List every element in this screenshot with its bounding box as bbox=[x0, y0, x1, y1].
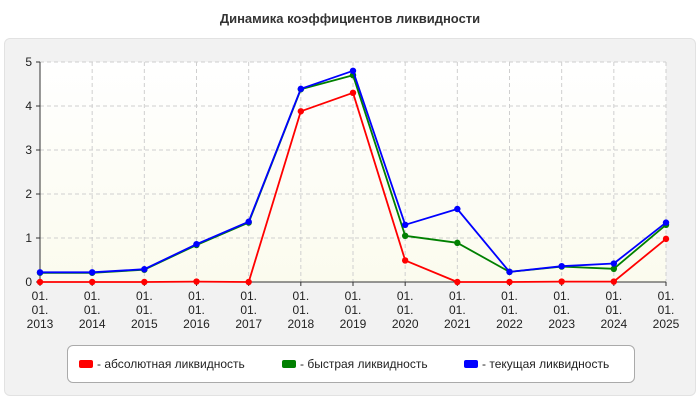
x-tick-label: 01. 01. 2024 bbox=[600, 289, 627, 331]
tick-labels: 0 1 2 3 4 5 01. 01. 2013 01. 01. 2014 01. 01. 2015 01. 0… bbox=[25, 55, 679, 331]
data-point-2 bbox=[297, 85, 305, 93]
data-point-0 bbox=[141, 278, 148, 286]
data-point-0 bbox=[36, 278, 44, 286]
data-point-0 bbox=[193, 278, 200, 285]
legend: - абсолютная ликвидность - быстрая ликви… bbox=[67, 345, 635, 383]
data-point-2 bbox=[662, 219, 670, 226]
data-point-0 bbox=[454, 278, 461, 286]
chart-title: Динамика коэффициентов ликвидности bbox=[219, 11, 481, 26]
x-tick-label: 01. 01. 2018 bbox=[287, 289, 314, 331]
data-point-1 bbox=[454, 239, 461, 247]
legend-swatch-green bbox=[282, 360, 296, 368]
data-point-2 bbox=[401, 221, 409, 228]
data-point-2 bbox=[88, 269, 96, 276]
series-layer bbox=[36, 67, 670, 286]
data-point-2 bbox=[610, 260, 618, 267]
y-tick-label: 0 bbox=[25, 275, 32, 289]
data-point-0 bbox=[349, 89, 357, 97]
y-tick-label: 3 bbox=[25, 143, 32, 157]
data-point-0 bbox=[610, 278, 618, 285]
legend-label: - абсолютная ликвидность bbox=[97, 357, 245, 371]
data-point-2 bbox=[36, 269, 44, 276]
x-tick-label: 01. 01. 2014 bbox=[79, 289, 106, 331]
legend-swatch-red bbox=[79, 360, 93, 368]
data-point-2 bbox=[506, 268, 513, 276]
data-point-0 bbox=[297, 108, 305, 115]
data-point-2 bbox=[558, 262, 565, 270]
legend-item-current[interactable]: - текущая ликвидность bbox=[464, 346, 609, 382]
legend-label: - текущая ликвидность bbox=[482, 357, 610, 371]
y-tick-label: 1 bbox=[25, 231, 32, 245]
data-point-1 bbox=[610, 265, 618, 272]
data-point-0 bbox=[401, 257, 409, 264]
legend-item-absolute[interactable]: - абсолютная ликвидность bbox=[79, 346, 245, 382]
data-point-0 bbox=[88, 278, 96, 286]
legend-item-quick[interactable]: - быстрая ликвидность bbox=[282, 346, 428, 382]
data-point-0 bbox=[662, 235, 670, 243]
y-tick-label: 2 bbox=[25, 187, 32, 201]
x-tick-label: 01. 01. 2016 bbox=[183, 289, 210, 331]
x-tick-label: 01. 01. 2019 bbox=[340, 289, 367, 331]
legend-swatch-blue bbox=[464, 360, 478, 368]
data-point-0 bbox=[558, 278, 565, 285]
x-tick-label: 01. 01. 2021 bbox=[444, 289, 471, 331]
data-point-2 bbox=[193, 240, 200, 248]
legend-label: - быстрая ликвидность bbox=[300, 357, 428, 371]
data-point-0 bbox=[245, 278, 252, 286]
x-tick-label: 01. 01. 2022 bbox=[496, 289, 523, 331]
x-tick-label: 01. 01. 2017 bbox=[235, 289, 262, 331]
data-point-1 bbox=[401, 232, 409, 239]
data-point-2 bbox=[454, 205, 461, 213]
data-point-2 bbox=[141, 266, 148, 273]
data-point-2 bbox=[245, 218, 252, 225]
x-tick-label: 01. 01. 2015 bbox=[131, 289, 158, 331]
x-tick-label: 01. 01. 2025 bbox=[653, 289, 680, 331]
data-point-2 bbox=[349, 67, 357, 75]
x-tick-label: 01. 01. 2013 bbox=[27, 289, 54, 331]
y-tick-label: 4 bbox=[25, 99, 32, 113]
y-tick-label: 5 bbox=[25, 55, 32, 69]
data-point-0 bbox=[506, 278, 513, 286]
x-tick-label: 01. 01. 2020 bbox=[392, 289, 419, 331]
x-tick-label: 01. 01. 2023 bbox=[548, 289, 575, 331]
